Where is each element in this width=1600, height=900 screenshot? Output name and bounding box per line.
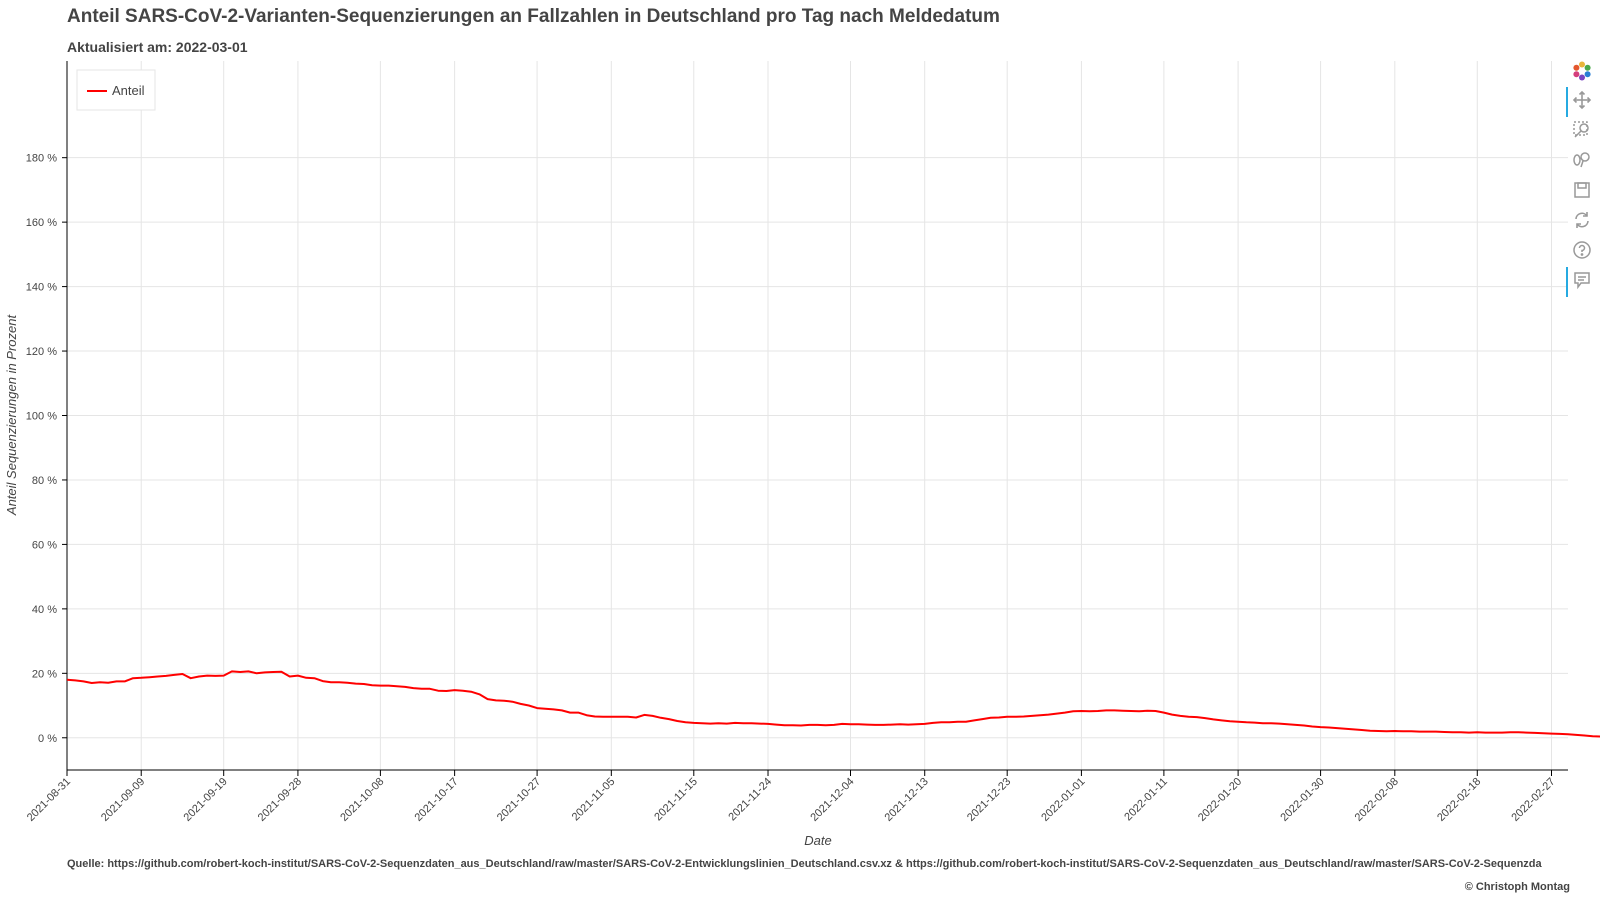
legend[interactable]: Anteil: [76, 69, 156, 111]
x-tick-label: 2021-09-28: [256, 776, 304, 824]
hover-icon[interactable]: [1566, 267, 1596, 297]
y-tick-label: 140 %: [26, 282, 57, 294]
x-axis-label: Date: [804, 833, 831, 848]
legend-label: Anteil: [112, 83, 145, 98]
grid: [66, 61, 1568, 770]
y-tick-label: 60 %: [32, 539, 57, 551]
reset-icon[interactable]: [1568, 207, 1596, 233]
x-tick-label: 2022-01-11: [1122, 776, 1170, 824]
box-zoom-icon[interactable]: [1568, 117, 1596, 143]
axes: 0 % 20 % 40 % 60 % 80 % 100 % 120 % 140 % 160 % 1…: [25, 61, 1568, 824]
x-tick-label: 2022-01-01: [1039, 776, 1087, 824]
y-axis-label: Anteil Sequenzierungen in Prozent: [4, 314, 19, 517]
x-tick-label: 2021-09-19: [182, 776, 230, 824]
y-tick-label: 0 %: [38, 733, 57, 745]
x-tick-label: 2022-02-18: [1435, 776, 1483, 824]
x-tick-label: 2021-10-27: [495, 776, 543, 824]
chart-subtitle: Aktualisiert am: 2022-03-01: [67, 39, 248, 55]
x-tick-label: 2021-11-05: [570, 776, 618, 824]
series-layer: [66, 670, 1600, 738]
y-tick-label: 120 %: [26, 346, 57, 358]
x-tick-label: 2021-11-15: [652, 776, 700, 824]
x-tick-label: 2021-10-17: [412, 776, 460, 824]
y-tick-label: 20 %: [32, 668, 57, 680]
wheel-zoom-icon[interactable]: [1568, 147, 1596, 173]
x-tick-label: 2021-12-04: [808, 776, 856, 824]
series-line-anteil[interactable]: [66, 670, 1600, 738]
x-tick-label: 2021-12-23: [965, 776, 1013, 824]
help-icon[interactable]: [1568, 237, 1596, 263]
x-tick-label: 2021-10-08: [338, 776, 386, 824]
y-tick-label: 180 %: [26, 153, 57, 165]
x-tick-label: 2021-12-13: [883, 776, 931, 824]
save-icon[interactable]: [1568, 177, 1596, 203]
source-note: Quelle: https://github.com/robert-koch-i…: [67, 858, 1542, 870]
x-tick-label: 2021-09-09: [99, 776, 147, 824]
x-tick-label: 2021-11-24: [726, 776, 774, 824]
x-tick-label: 2022-02-27: [1509, 776, 1557, 824]
y-tick-label: 80 %: [32, 475, 57, 487]
x-tick-label: 2022-02-08: [1353, 776, 1401, 824]
chart-title: Anteil SARS-CoV-2-Varianten-Sequenzierun…: [67, 6, 1000, 27]
bokeh-logo-icon[interactable]: [1568, 58, 1596, 84]
x-tick-label: 2021-08-31: [25, 776, 73, 824]
copyright-credit: © Christoph Montag: [1464, 881, 1570, 893]
pan-icon[interactable]: [1566, 87, 1596, 117]
y-tick-label: 160 %: [26, 217, 57, 229]
x-tick-label: 2022-01-30: [1278, 776, 1326, 824]
x-tick-label: 2022-01-20: [1196, 776, 1244, 824]
y-tick-label: 40 %: [32, 604, 57, 616]
y-tick-label: 100 %: [26, 411, 57, 423]
